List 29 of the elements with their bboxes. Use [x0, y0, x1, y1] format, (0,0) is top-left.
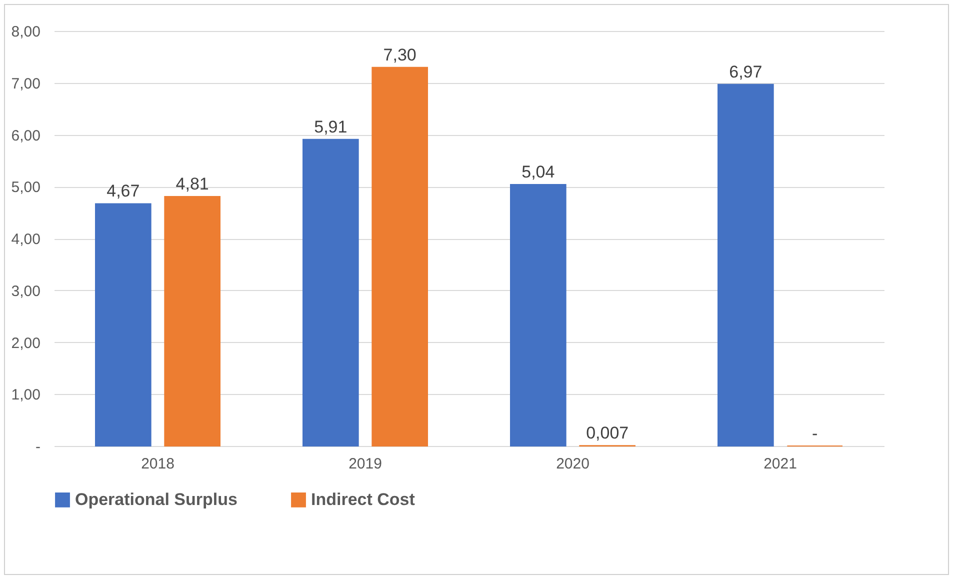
bar	[510, 184, 566, 446]
bar	[95, 203, 152, 446]
x-tick-label: 2021	[764, 456, 797, 472]
bar	[302, 138, 359, 446]
legend-label: Indirect Cost	[311, 490, 416, 509]
y-tick-label: 6,00	[11, 127, 40, 144]
data-label: 4,81	[176, 174, 209, 194]
x-tick-label: 2020	[556, 456, 590, 472]
y-tick-label: 1,00	[11, 386, 40, 404]
y-tick-label: 4,00	[11, 231, 40, 248]
x-tick-label: 2019	[348, 456, 382, 472]
data-label: 4,67	[106, 182, 140, 201]
y-tick-label: -	[36, 438, 40, 456]
data-label: 0,007	[586, 424, 629, 443]
data-label: 7,30	[383, 45, 416, 64]
bar	[164, 196, 220, 446]
data-label: 5,04	[522, 162, 555, 182]
y-tick-label: 8,00	[11, 24, 40, 40]
y-tick-label: 5,00	[11, 179, 40, 196]
y-tick-label: 2,00	[11, 334, 40, 352]
bar	[718, 84, 774, 446]
y-tick-label: 3,00	[11, 282, 40, 300]
data-label: 6,97	[729, 62, 762, 82]
x-tick-label: 2018	[141, 456, 174, 472]
bar	[372, 66, 428, 446]
legend-label: Operational Surplus	[75, 490, 238, 509]
data-label: -	[812, 424, 818, 443]
data-label: 5,91	[314, 117, 348, 136]
y-tick-label: 7,00	[11, 75, 40, 92]
